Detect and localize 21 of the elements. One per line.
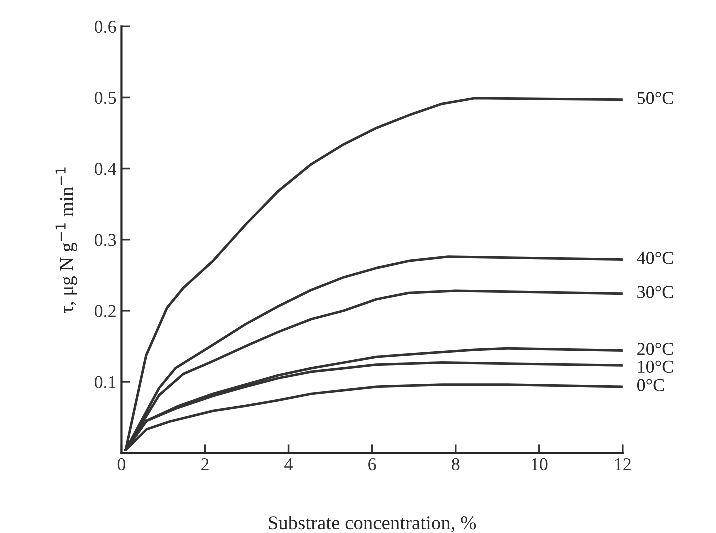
- y-axis-title: τ, μg N g$^{−1}$ min$^{−1}$: [56, 168, 78, 314]
- y-tick-label: 0.4: [94, 163, 117, 176]
- x-tick-label: 4: [284, 458, 294, 470]
- series-label: 40°C: [637, 252, 674, 264]
- series-label: 0°C: [637, 379, 664, 392]
- x-tick-label: 12: [615, 458, 631, 470]
- y-tick-label: 0.3: [94, 234, 116, 246]
- x-tick-label: 8: [452, 458, 460, 471]
- series-label: 10°C: [638, 360, 674, 374]
- x-tick-label: 2: [202, 458, 209, 470]
- x-axis-title: Substrate concentration, %: [269, 516, 476, 532]
- x-tick-label: 10: [532, 458, 548, 471]
- y-tick-label: 0.2: [94, 305, 116, 318]
- series-label: 30°C: [638, 286, 674, 298]
- series-label: 50°C: [638, 92, 674, 104]
- x-tick-label: 6: [368, 458, 376, 471]
- x-tick-label: 0: [118, 458, 126, 471]
- y-tick-label: 0.1: [94, 376, 116, 389]
- series-label: 20°C: [638, 343, 674, 356]
- y-tick-label: 0.5: [94, 92, 116, 104]
- y-tick-label: 0.6: [94, 20, 116, 34]
